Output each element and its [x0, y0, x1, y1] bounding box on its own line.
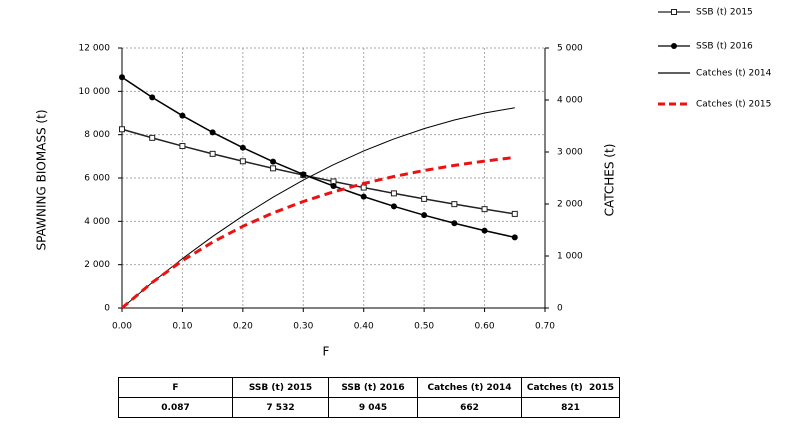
- marker: [149, 134, 156, 141]
- marker: [390, 190, 397, 197]
- marker: [239, 158, 246, 165]
- header-cell: SSB (t) 2016: [328, 377, 418, 398]
- y2-tick-label: 2 000: [557, 200, 583, 210]
- marker: [149, 94, 156, 101]
- marker: [270, 158, 277, 165]
- marker: [179, 143, 186, 150]
- marker: [511, 210, 518, 217]
- marker: [451, 220, 458, 227]
- legend-label: SSB (t) 2015: [696, 8, 753, 18]
- y2-tick-label: 5 000: [557, 44, 583, 54]
- header-cell: SSB (t) 2015: [232, 377, 329, 398]
- marker: [270, 165, 277, 172]
- y-tick-label: 0: [104, 304, 110, 314]
- cell: 821: [521, 397, 620, 418]
- data-table: F SSB (t) 2015 SSB (t) 2016 Catches (t) …: [118, 377, 620, 418]
- cell: 0.087: [118, 397, 233, 418]
- x-tick-label: 0.70: [535, 322, 555, 332]
- header-cell: F: [118, 377, 233, 398]
- marker: [119, 74, 125, 81]
- marker: [209, 129, 216, 136]
- marker: [671, 43, 677, 49]
- series-line: [121, 76, 515, 239]
- y2-axis-title: CATCHES (t): [603, 144, 617, 217]
- marker: [481, 227, 488, 234]
- marker: [511, 234, 518, 241]
- marker: [360, 184, 367, 191]
- cell: 662: [417, 397, 522, 418]
- x-tick-label: 0.00: [112, 322, 132, 332]
- series-line: [121, 155, 515, 310]
- y2-tick-label: 0: [557, 304, 563, 314]
- table-row: 0.087 7 532 9 045 662 821: [118, 397, 620, 418]
- x-tick-label: 0.40: [354, 322, 374, 332]
- y-tick-label: 8 000: [84, 130, 110, 140]
- marker: [481, 206, 488, 213]
- cell: 7 532: [232, 397, 329, 418]
- series-line: [121, 107, 515, 309]
- marker: [360, 193, 367, 200]
- marker: [671, 9, 677, 15]
- chart: F SPAWNING BIOMASS (t) CATCHES (t) 0 2 00…: [35, 8, 772, 359]
- marker: [451, 201, 458, 208]
- y-axis-title: SPAWNING BIOMASS (t): [35, 109, 49, 250]
- x-tick-label: 0.10: [172, 322, 192, 332]
- marker: [390, 203, 397, 210]
- y2-tick-label: 3 000: [557, 148, 583, 158]
- marker: [421, 195, 428, 202]
- x-tick-label: 0.30: [293, 322, 313, 332]
- marker: [421, 212, 428, 219]
- legend-label: Catches (t) 2014: [696, 69, 772, 79]
- table-header: F SSB (t) 2015 SSB (t) 2016 Catches (t) …: [118, 377, 620, 398]
- series-line: [121, 128, 515, 215]
- y-tick-label: 10 000: [79, 87, 111, 97]
- x-tick-label: 0.60: [475, 322, 495, 332]
- y-tick-label: 2 000: [84, 260, 110, 270]
- x-axis-title: F: [323, 345, 330, 359]
- y2-tick-label: 4 000: [557, 96, 583, 106]
- y-tick-label: 6 000: [84, 174, 110, 184]
- y-tick-label: 4 000: [84, 217, 110, 227]
- legend-label: Catches (t) 2015: [696, 100, 771, 110]
- marker: [330, 183, 337, 190]
- marker: [119, 126, 125, 133]
- header-cell: Catches (t) 2015: [521, 377, 620, 398]
- y-tick-label: 12 000: [79, 44, 111, 54]
- marker: [239, 144, 246, 151]
- x-tick-label: 0.20: [233, 322, 253, 332]
- marker: [209, 150, 216, 157]
- marker: [300, 171, 307, 178]
- marker: [179, 112, 186, 119]
- legend-label: SSB (t) 2016: [696, 42, 753, 52]
- cell: 9 045: [328, 397, 418, 418]
- x-tick-label: 0.50: [414, 322, 434, 332]
- y2-tick-label: 1 000: [557, 252, 583, 262]
- header-cell: Catches (t) 2014: [417, 377, 522, 398]
